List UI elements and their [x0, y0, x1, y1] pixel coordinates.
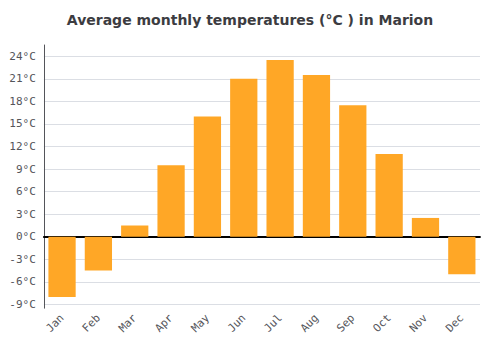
svg-text:9°C: 9°C: [16, 163, 36, 176]
svg-text:15°C: 15°C: [9, 117, 36, 130]
svg-text:May: May: [189, 311, 212, 334]
svg-text:-3°C: -3°C: [9, 253, 36, 266]
svg-text:0°C: 0°C: [16, 230, 36, 243]
svg-text:Average monthly temperatures (: Average monthly temperatures (°C ) in Ma…: [67, 12, 433, 28]
svg-text:Dec: Dec: [443, 312, 466, 335]
svg-text:Feb: Feb: [80, 312, 103, 335]
svg-text:18°C: 18°C: [9, 95, 36, 108]
svg-text:-6°C: -6°C: [9, 275, 36, 288]
svg-text:Jul: Jul: [261, 312, 284, 335]
svg-text:Nov: Nov: [407, 311, 430, 334]
svg-text:-9°C: -9°C: [9, 298, 36, 311]
svg-text:3°C: 3°C: [16, 208, 36, 221]
svg-text:Jan: Jan: [43, 312, 66, 335]
svg-text:Jun: Jun: [225, 312, 248, 335]
svg-text:21°C: 21°C: [9, 72, 36, 85]
svg-text:6°C: 6°C: [16, 185, 36, 198]
svg-text:Aug: Aug: [298, 312, 321, 335]
svg-text:Mar: Mar: [116, 311, 139, 334]
svg-text:12°C: 12°C: [9, 140, 36, 153]
svg-text:24°C: 24°C: [9, 50, 36, 63]
svg-text:Oct: Oct: [371, 312, 394, 335]
svg-text:Sep: Sep: [334, 312, 357, 335]
svg-text:Apr: Apr: [152, 311, 175, 334]
